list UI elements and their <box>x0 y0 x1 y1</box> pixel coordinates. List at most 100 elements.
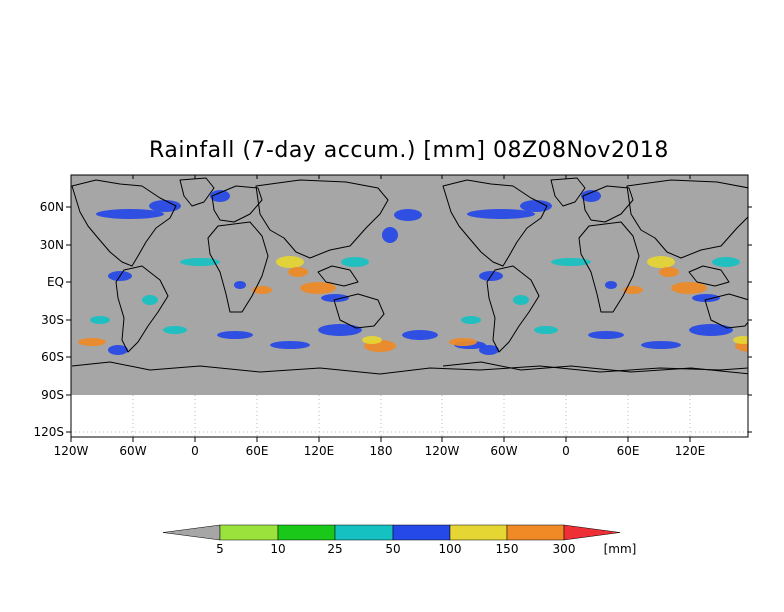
rain-cell <box>479 345 499 355</box>
rain-cell <box>449 338 477 346</box>
rain-cell <box>163 326 187 334</box>
colorbar-segment <box>277 524 336 541</box>
rain-cell <box>288 267 308 277</box>
rain-cell <box>149 200 181 212</box>
colorbar-level-label: 50 <box>385 542 400 556</box>
chart-title: Rainfall (7-day accum.) [mm] 08Z08Nov201… <box>149 138 669 163</box>
rain-cell <box>534 326 558 334</box>
rain-cell <box>753 227 769 243</box>
colorbar-segment <box>219 524 279 541</box>
x-tick-label: 60W <box>490 444 517 458</box>
rain-band <box>71 256 748 268</box>
colorbar-segment <box>392 524 451 541</box>
x-tick-label: 120W <box>425 444 460 458</box>
rain-cell <box>270 341 310 349</box>
rain-cell <box>647 256 675 268</box>
continent-outline <box>333 293 385 329</box>
rain-cell <box>142 295 158 305</box>
rain-cell <box>520 200 552 212</box>
rain-cell <box>671 282 707 294</box>
y-tick-label: 60S <box>41 350 64 364</box>
rain-cell <box>692 294 720 302</box>
rain-cell <box>210 190 230 202</box>
antarctica-coastline <box>71 361 748 375</box>
rain-cell <box>513 295 529 305</box>
x-tick-label: 60E <box>246 444 269 458</box>
continent-outline <box>255 179 389 259</box>
rain-cell <box>108 345 128 355</box>
x-tick-label: 120E <box>675 444 706 458</box>
x-tick-label: 60W <box>119 444 146 458</box>
x-tick-label: 180 <box>370 444 393 458</box>
continent-outline <box>688 265 730 287</box>
y-tick-label: 30N <box>40 238 64 252</box>
rain-cell <box>362 336 382 344</box>
rain-cell <box>180 258 220 266</box>
coastlines <box>71 177 748 375</box>
colorbar-level-label: 10 <box>270 542 285 556</box>
rain-cell <box>276 256 304 268</box>
rain-band <box>71 175 748 201</box>
rain-cell <box>773 330 784 340</box>
rain-cell <box>402 330 438 340</box>
colorbar-level-label: 5 <box>216 542 224 556</box>
continent-outline <box>582 185 634 223</box>
rain-cell <box>659 267 679 277</box>
colorbar-unit-label: [mm] <box>604 542 637 556</box>
continent-outline <box>442 179 548 267</box>
colorbar-segment <box>334 524 394 541</box>
rain-cell <box>321 294 349 302</box>
plot-frame <box>70 174 749 438</box>
rain-cell <box>461 316 481 324</box>
x-tick-label: 60E <box>617 444 640 458</box>
colorbar-level-label: 100 <box>439 542 462 556</box>
continent-outline <box>71 179 177 267</box>
continent-outline <box>179 177 215 207</box>
rain-band <box>71 336 748 356</box>
rain-cell <box>300 282 336 294</box>
rain-cell <box>551 258 591 266</box>
rain-cell <box>341 257 369 267</box>
y-tick-label: 90S <box>41 388 64 402</box>
colorbar-level-label: 300 <box>553 542 576 556</box>
rain-cell <box>623 286 643 294</box>
y-axis: 60N 30N EQ 30S 60S 90S 120S <box>33 200 752 439</box>
rain-cell <box>234 281 246 289</box>
colorbar-under-triangle <box>162 524 221 541</box>
continent-outline <box>486 265 540 353</box>
x-tick-label: 120E <box>304 444 335 458</box>
x-tick-label: 0 <box>562 444 570 458</box>
continent-outline <box>578 221 640 313</box>
rain-cell <box>96 209 164 219</box>
colorbar: 5 10 25 50 100 150 300 [mm] <box>162 524 637 556</box>
continent-outline <box>317 265 359 287</box>
rain-cell <box>712 257 740 267</box>
rain-cell <box>588 331 624 339</box>
colorbar-segment <box>449 524 508 541</box>
rain-cell <box>252 286 272 294</box>
rain-cell <box>467 209 535 219</box>
gridlines <box>71 395 748 437</box>
colorbar-level-label: 150 <box>496 542 519 556</box>
y-tick-label: 30S <box>41 313 64 327</box>
rain-cell <box>217 331 253 339</box>
continent-outline <box>704 293 748 329</box>
rain-band <box>71 293 748 303</box>
continent-outline <box>550 177 586 207</box>
rain-cell <box>605 281 617 289</box>
rain-cell <box>689 324 733 336</box>
x-tick-label: 120W <box>54 444 89 458</box>
x-axis: 120W 60W 0 60E 120E 180 120W 60W 0 60E 120E <box>54 175 706 458</box>
rainfall-map <box>71 175 784 395</box>
rain-cell <box>394 209 422 221</box>
rain-cell <box>641 341 681 349</box>
y-tick-label: EQ <box>47 275 64 289</box>
continent-outline <box>115 265 169 353</box>
rainfall-field <box>71 175 784 395</box>
antarctica-coastline <box>442 361 748 375</box>
x-tick-label: 0 <box>191 444 199 458</box>
continent-outline <box>626 179 748 259</box>
rain-cell <box>733 336 748 344</box>
continent-outline <box>207 221 269 313</box>
